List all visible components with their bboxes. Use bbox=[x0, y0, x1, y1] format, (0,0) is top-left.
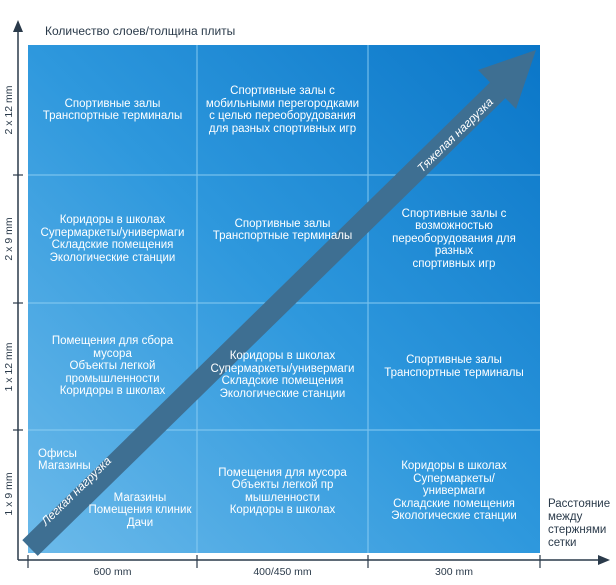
axes bbox=[17, 30, 600, 561]
cell-r3c2: Коридоры в школах Супермаркеты/ универма… bbox=[368, 430, 540, 553]
cell-r1c0-text: Коридоры в школах Супермаркеты/универмаг… bbox=[40, 214, 185, 264]
cell-r0c1-text: Спортивные залы с мобильными перегородка… bbox=[205, 85, 360, 135]
y-tick-2x12: 2 x 12 mm bbox=[3, 85, 15, 135]
cell-r3c1-text: Помещения для мусора Объекты легкой пр м… bbox=[218, 466, 347, 517]
cell-r2c1: Коридоры в школах Супермаркеты/универмаг… bbox=[197, 300, 368, 450]
cell-r2c1-text: Коридоры в школах Супермаркеты/универмаг… bbox=[210, 350, 355, 400]
cell-r2c0-text: Помещения для сбора мусора Объекты легко… bbox=[51, 335, 174, 398]
cell-r2c2-text: Спортивные залы Транспортные терминалы bbox=[384, 354, 524, 379]
y-axis-arrowhead bbox=[13, 20, 23, 32]
cell-r3c0-upper: Офисы Магазины bbox=[38, 440, 98, 480]
cell-r2c0: Помещения для сбора мусора Объекты легко… bbox=[28, 303, 197, 430]
cell-r1c2: Спортивные залы с возможностью переобору… bbox=[368, 175, 540, 303]
y-axis-ticks bbox=[13, 174, 23, 431]
x-tick-300: 300 mm bbox=[435, 566, 473, 578]
cell-r1c0: Коридоры в школах Супермаркеты/универмаг… bbox=[28, 175, 197, 303]
x-axis-ticks bbox=[27, 555, 541, 568]
cell-r3c1: Помещения для мусора Объекты легкой пр м… bbox=[197, 430, 368, 553]
cell-r0c0: Спортивные залы Транспортные терминалы bbox=[28, 45, 197, 175]
x-axis-title: Расстояние между стержнями сетки bbox=[548, 498, 611, 549]
cell-r3c2-text: Коридоры в школах Супермаркеты/ универма… bbox=[391, 460, 517, 523]
x-axis-arrowhead bbox=[598, 555, 610, 565]
cell-r3c0-lower-text: Магазины Помещения клиник Дачи bbox=[88, 491, 192, 529]
y-tick-2x9: 2 x 9 mm bbox=[3, 217, 15, 261]
x-tick-600: 600 mm bbox=[93, 566, 132, 578]
y-tick-1x12: 1 x 12 mm bbox=[3, 342, 15, 392]
load-arrow-head bbox=[478, 50, 536, 109]
cell-r0c1: Спортивные залы с мобильными перегородка… bbox=[197, 45, 368, 175]
cell-r1c1: Спортивные залы Транспортные терминалы bbox=[197, 175, 368, 285]
cell-r1c1-text: Спортивные залы Транспортные терминалы bbox=[212, 217, 353, 243]
cell-r1c2-text: Спортивные залы с возможностью переобору… bbox=[392, 207, 516, 270]
cell-r3c0-upper-text: Офисы Магазины bbox=[38, 447, 91, 473]
y-axis-title: Количество слоев/толщина плиты bbox=[45, 24, 236, 38]
cell-r2c2: Спортивные залы Транспортные терминалы bbox=[368, 303, 540, 430]
x-tick-400-450: 400/450 mm bbox=[253, 566, 312, 578]
cell-r3c0-lower: Магазины Помещения клиник Дачи bbox=[80, 488, 200, 533]
load-arrow-shaft bbox=[22, 80, 508, 556]
cell-r0c0-text: Спортивные залы Транспортные терминалы bbox=[42, 97, 183, 123]
y-tick-1x9: 1 x 9 mm bbox=[3, 472, 15, 516]
